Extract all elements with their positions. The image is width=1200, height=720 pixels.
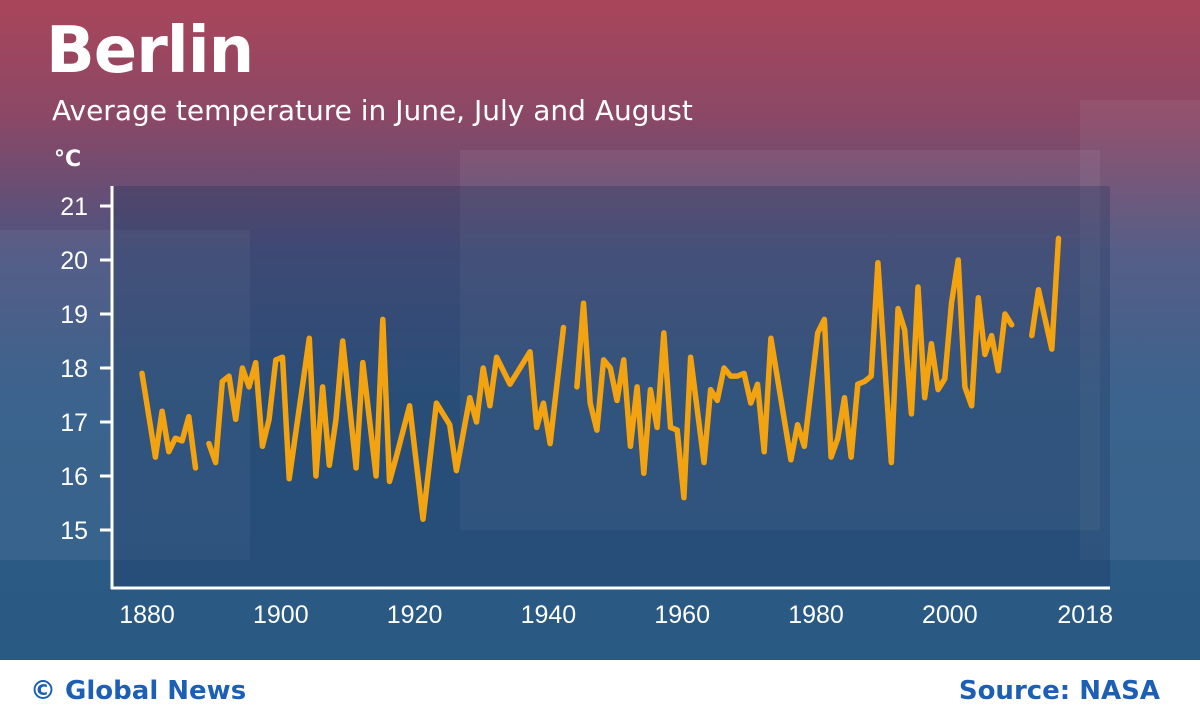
- x-tick-label: 1900: [253, 601, 309, 629]
- plot-area: [112, 186, 1110, 588]
- temperature-series: [139, 235, 1062, 522]
- background-building-right: [1080, 100, 1200, 560]
- x-tick-label: 1880: [119, 601, 175, 629]
- y-axis-unit: °C: [54, 147, 82, 172]
- copyright-credit: © Global News: [30, 676, 247, 706]
- source-credit: Source: NASA: [958, 676, 1160, 706]
- y-tick-label: 17: [60, 409, 88, 437]
- chart-subtitle: Average temperature in June, July and Au…: [52, 94, 693, 127]
- x-tick-label: 1920: [387, 601, 443, 629]
- y-axis-ticks: 15 16 17 18 19 20 21: [60, 193, 112, 545]
- x-tick-label: 2000: [922, 601, 978, 629]
- background-building-left: [0, 230, 250, 560]
- x-tick-label: 1940: [521, 601, 577, 629]
- x-tick-label: 1980: [788, 601, 844, 629]
- y-tick-label: 16: [60, 463, 88, 491]
- y-tick-label: 15: [60, 517, 88, 545]
- chart-background: Berlin Average temperature in June, July…: [0, 0, 1200, 660]
- chart-title: Berlin: [46, 14, 254, 88]
- x-axis-ticks: 1880 1900 1920 1940 1960 1980 2000 2018: [119, 601, 1113, 629]
- x-tick-label: 2018: [1057, 601, 1113, 629]
- y-tick-label: 21: [60, 193, 88, 221]
- y-tick-label: 20: [60, 247, 88, 275]
- x-tick-label: 1960: [654, 601, 710, 629]
- temperature-line-segment: [139, 370, 199, 471]
- temperature-line-segment: [1029, 235, 1062, 352]
- y-tick-label: 19: [60, 301, 88, 329]
- y-tick-label: 18: [60, 355, 88, 383]
